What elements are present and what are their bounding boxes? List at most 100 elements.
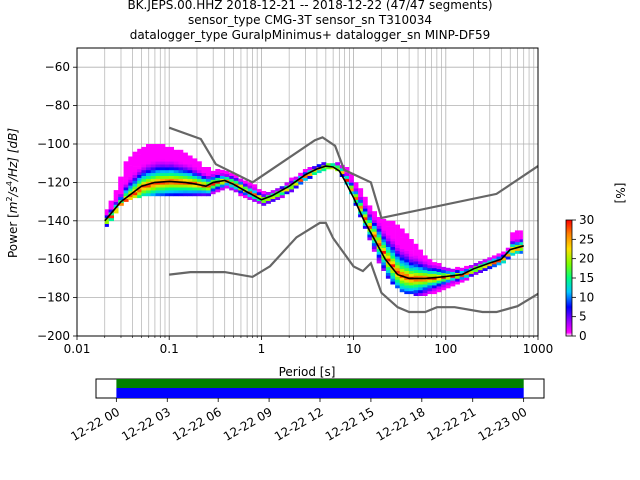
ppd-cell bbox=[473, 263, 479, 267]
ppd-cell bbox=[450, 277, 456, 281]
ppd-cell bbox=[413, 292, 419, 296]
ppd-cell bbox=[399, 234, 405, 238]
ppd-cell bbox=[206, 184, 211, 188]
ppd-cell bbox=[165, 158, 170, 162]
ppd-cell bbox=[413, 266, 419, 271]
ppd-cell bbox=[362, 211, 368, 215]
ppd-cell bbox=[441, 278, 447, 282]
ppd-cell bbox=[358, 208, 364, 212]
ppd-cell bbox=[141, 193, 147, 197]
ppd-cell bbox=[146, 152, 151, 156]
ppd-cell bbox=[128, 193, 133, 198]
ppd-cell bbox=[487, 265, 493, 270]
ppd-cell bbox=[408, 247, 414, 251]
mode-curve bbox=[104, 165, 524, 280]
timeline-coverage-blue bbox=[116, 388, 524, 398]
ppd-cell bbox=[160, 169, 166, 174]
ppd-cell bbox=[298, 178, 304, 182]
ppd-cell bbox=[155, 184, 161, 188]
ppd-cell bbox=[224, 176, 230, 180]
ppd-cell bbox=[113, 190, 119, 194]
ppd-cell bbox=[385, 223, 391, 227]
ppd-cell bbox=[165, 169, 170, 174]
ppd-cell bbox=[123, 198, 129, 202]
ppd-cell bbox=[160, 193, 166, 197]
ppd-cell bbox=[404, 282, 410, 286]
ppd-cell bbox=[353, 191, 359, 195]
ppd-cell bbox=[390, 275, 396, 279]
ppd-cell bbox=[150, 175, 156, 179]
ppd-cell bbox=[404, 273, 410, 277]
timeline-tick-label: 12-22 09 bbox=[221, 405, 275, 444]
ppd-cell bbox=[385, 266, 391, 271]
ppd-cell bbox=[169, 184, 174, 188]
ppd-cell bbox=[123, 172, 129, 176]
ppd-cell bbox=[399, 254, 405, 258]
ppd-cell bbox=[404, 290, 410, 295]
ppd-cell bbox=[146, 144, 151, 148]
ppd-cell bbox=[224, 170, 230, 175]
ppd-cell bbox=[510, 243, 516, 247]
timeline-tick-label: 12-22 21 bbox=[425, 405, 479, 444]
ppd-cell bbox=[215, 169, 221, 173]
ppd-cell bbox=[491, 264, 497, 268]
ppd-cell bbox=[201, 172, 207, 176]
ppd-cell bbox=[390, 241, 396, 245]
ppd-cell bbox=[307, 169, 313, 174]
ppd-cell bbox=[192, 178, 198, 182]
ppd-cell bbox=[432, 267, 437, 271]
ppd-cell bbox=[302, 174, 308, 178]
ppd-cell bbox=[427, 285, 433, 289]
ppd-cell bbox=[113, 193, 119, 197]
ppd-cell bbox=[376, 231, 382, 235]
ppd-cell bbox=[201, 169, 207, 174]
ppd-cell bbox=[160, 181, 166, 185]
ppd-cell bbox=[395, 267, 400, 271]
ppd-cell bbox=[491, 255, 497, 259]
ppd-cell bbox=[187, 164, 193, 168]
ppd-cell bbox=[385, 220, 391, 224]
ppd-cell bbox=[169, 158, 174, 162]
ppd-cell bbox=[150, 184, 156, 188]
ppd-cell bbox=[165, 146, 170, 151]
ppd-cell bbox=[206, 178, 211, 182]
ppd-cell bbox=[252, 198, 258, 202]
ppd-cell bbox=[123, 193, 129, 197]
ppd-cell bbox=[123, 178, 129, 182]
ppd-cell bbox=[150, 187, 156, 191]
noise-models bbox=[168, 126, 539, 314]
ppd-cell bbox=[390, 261, 396, 265]
ppd-cell bbox=[279, 194, 285, 199]
ppd-cell bbox=[307, 172, 313, 176]
ppd-cell bbox=[482, 265, 488, 269]
ppd-cell bbox=[399, 231, 405, 235]
ppd-cell bbox=[192, 181, 198, 185]
ppd-cell bbox=[358, 196, 364, 200]
ppd-cell bbox=[165, 172, 170, 176]
ppd-cell bbox=[219, 175, 225, 179]
ppd-cell bbox=[505, 247, 511, 251]
ppd-cell bbox=[464, 268, 470, 272]
ppd-cell bbox=[215, 186, 221, 190]
ppd-cell bbox=[408, 239, 414, 243]
y-tick-label: −180 bbox=[37, 291, 70, 305]
ppd-cell bbox=[206, 172, 211, 176]
ppd-cell bbox=[358, 193, 364, 198]
ppd-cell bbox=[399, 245, 405, 249]
ppd-cell bbox=[385, 246, 391, 250]
ppd-cell bbox=[141, 172, 147, 176]
ppd-cell bbox=[206, 175, 211, 179]
x-tick-label: 10 bbox=[346, 342, 361, 356]
ppd-cell bbox=[376, 225, 382, 229]
ppd-cell bbox=[169, 155, 174, 159]
ppd-cell bbox=[455, 269, 460, 273]
ppd-cell bbox=[150, 149, 156, 153]
ppd-cell bbox=[137, 177, 142, 181]
ppd-cell bbox=[362, 208, 368, 212]
ppd-cell bbox=[464, 265, 470, 270]
ppd-cell bbox=[173, 181, 179, 185]
ppd-cell bbox=[390, 232, 396, 236]
ppd-cell bbox=[385, 275, 391, 279]
ppd-cell bbox=[229, 175, 235, 179]
ppd-cell bbox=[118, 202, 124, 206]
